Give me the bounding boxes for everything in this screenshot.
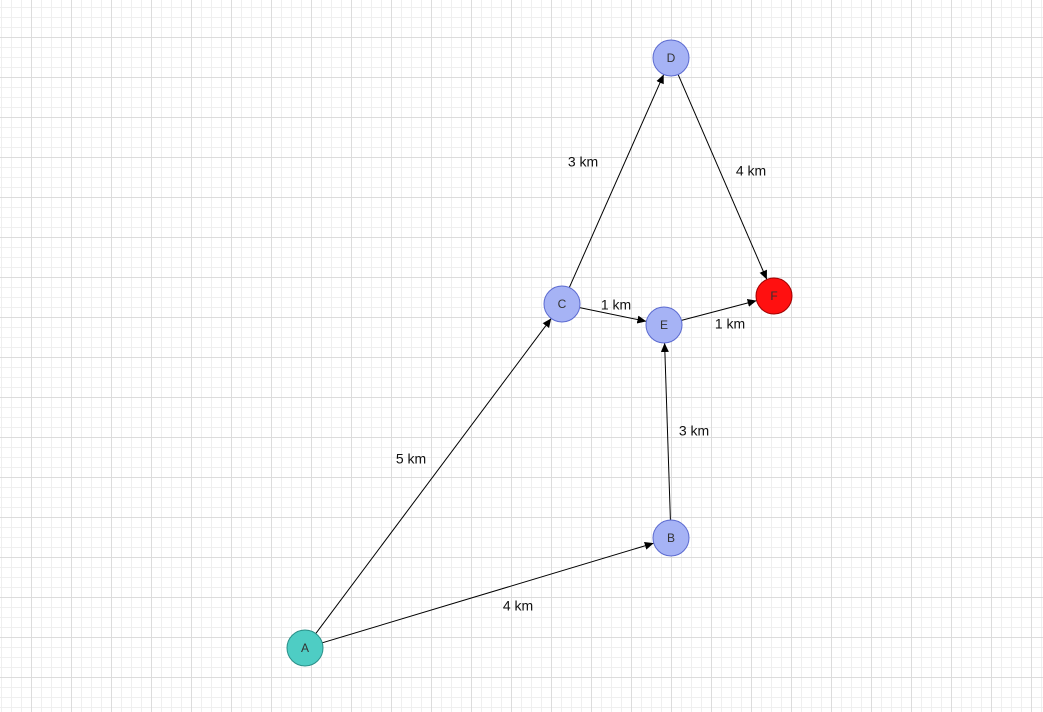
node-a[interactable]: A <box>286 629 324 667</box>
node-label-d: D <box>667 51 676 65</box>
edge-label-c-e: 1 km <box>601 297 631 313</box>
node-circle-a[interactable] <box>286 629 324 667</box>
edge-label-d-f: 4 km <box>736 163 766 179</box>
node-circle-e[interactable] <box>645 306 683 344</box>
nodes-layer: A B C D E F <box>286 39 793 667</box>
edge-e-f[interactable] <box>681 299 757 321</box>
node-d[interactable]: D <box>652 39 690 77</box>
node-label-a: A <box>301 641 309 655</box>
edge-label-e-f: 1 km <box>715 316 745 332</box>
edge-c-e[interactable] <box>579 307 647 324</box>
node-label-c: C <box>558 297 567 311</box>
node-label-b: B <box>667 531 675 545</box>
edge-b-e[interactable] <box>660 342 671 521</box>
edge-label-c-d: 3 km <box>568 154 598 170</box>
edge-label-a-c: 5 km <box>396 451 426 467</box>
node-b[interactable]: B <box>652 519 690 557</box>
edges-layer <box>315 74 768 644</box>
edge-a-c[interactable] <box>315 318 552 634</box>
node-label-f: F <box>770 289 777 303</box>
node-circle-b[interactable] <box>652 519 690 557</box>
node-circle-f[interactable] <box>755 277 793 315</box>
edge-a-b[interactable] <box>322 541 654 644</box>
edge-c-d[interactable] <box>568 74 665 288</box>
node-e[interactable]: E <box>645 306 683 344</box>
edge-label-b-e: 3 km <box>679 423 709 439</box>
node-f[interactable]: F <box>755 277 793 315</box>
edge-labels-layer: 5 km 4 km 3 km 4 km 1 km 1 km 3 km <box>396 154 766 614</box>
node-circle-c[interactable] <box>543 285 581 323</box>
node-c[interactable]: C <box>543 285 581 323</box>
node-circle-d[interactable] <box>652 39 690 77</box>
edge-label-a-b: 4 km <box>503 598 533 614</box>
edge-d-f[interactable] <box>677 74 768 280</box>
node-label-e: E <box>660 318 668 332</box>
